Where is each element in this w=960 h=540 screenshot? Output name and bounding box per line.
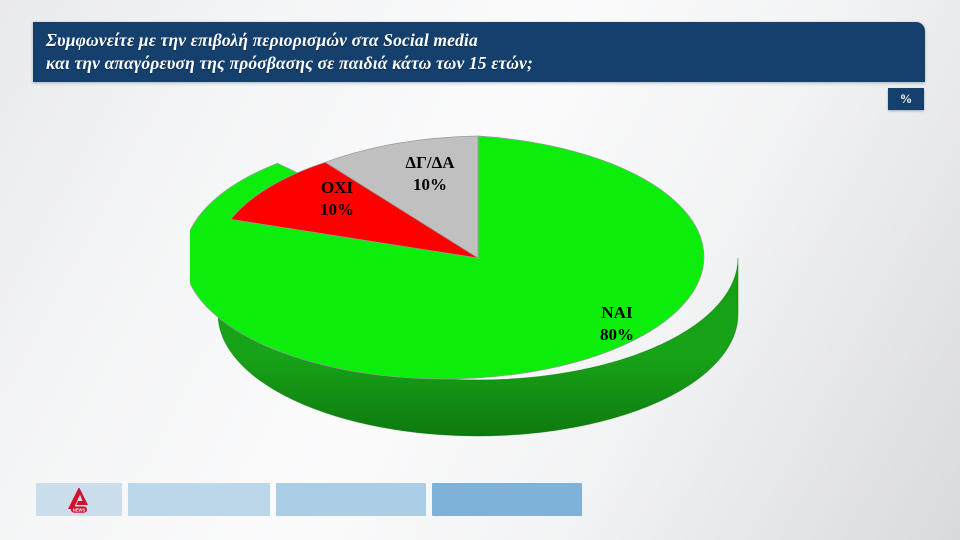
pie-label-nai-name: ΝΑΙ xyxy=(601,303,633,322)
pie-label-dgda-value: 10% xyxy=(413,175,447,194)
pie-top-face xyxy=(190,135,705,380)
pie-label-oxi-value: 10% xyxy=(320,200,354,219)
footer-bar: NEWS ΣΕΔΕΑ alco The pulse of society xyxy=(0,470,960,540)
pie-label-dgda-name: ΔΓ/ΔΑ xyxy=(405,153,455,172)
pie-chart-svg: ΝΑΙ 80% ΔΓ/ΔΑ 10% ΟΧΙ 10% xyxy=(190,135,739,437)
alpha-news-logo-sub: NEWS xyxy=(73,507,86,512)
title-line-2: και την απαγόρευση της πρόσβασης σε παιδ… xyxy=(46,53,533,73)
pie-label-oxi-name: ΟΧΙ xyxy=(321,178,354,197)
title-line-1: Συμφωνείτε με την επιβολή περιορισμών στ… xyxy=(46,30,478,50)
footer-block-2 xyxy=(128,483,270,516)
pie-slice-labels: ΝΑΙ 80% ΔΓ/ΔΑ 10% ΟΧΙ 10% xyxy=(320,153,634,344)
pie-chart: ΝΑΙ 80% ΔΓ/ΔΑ 10% ΟΧΙ 10% xyxy=(190,118,770,448)
percent-unit-badge: % xyxy=(888,88,924,110)
alpha-news-logo-icon: NEWS xyxy=(68,488,88,513)
pie-label-nai-value: 80% xyxy=(600,325,634,344)
footer-block-3 xyxy=(276,483,426,516)
footer-block-4 xyxy=(432,483,582,516)
pie-slice-dgda[interactable] xyxy=(324,135,479,259)
pie-slice-oxi[interactable] xyxy=(230,161,479,259)
title-banner: Συμφωνείτε με την επιβολή περιορισμών στ… xyxy=(33,22,925,82)
